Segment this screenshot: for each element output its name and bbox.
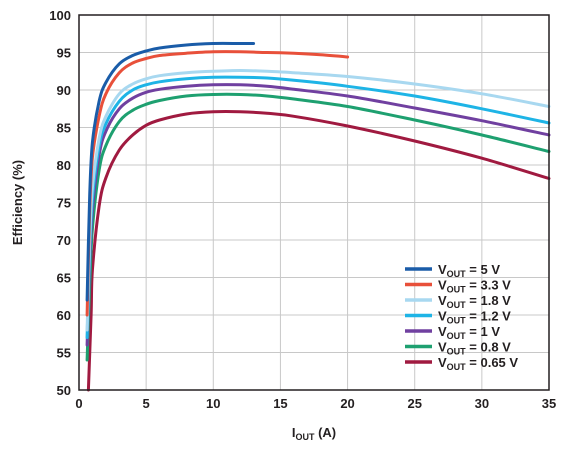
- series-line-5: [85, 92, 551, 362]
- legend-label: VOUT = 3.3 V: [438, 278, 511, 295]
- grid: [78, 14, 550, 391]
- x-tick-label: 10: [206, 396, 220, 411]
- x-axis-title-sub: OUT: [295, 432, 315, 442]
- legend-item: VOUT = 0.65 V: [405, 355, 518, 372]
- y-tick-label: 50: [57, 383, 71, 398]
- legend-item: VOUT = 5 V: [405, 262, 500, 279]
- series-line-0: [85, 41, 256, 302]
- series-line-2: [85, 69, 551, 332]
- y-tick-label: 80: [57, 158, 71, 173]
- y-axis-title: Efficiency (%): [10, 160, 25, 245]
- y-tick-label: 55: [57, 346, 71, 361]
- y-tick-label: 85: [57, 121, 71, 136]
- y-tick-label: 60: [57, 308, 71, 323]
- y-tick-label: 70: [57, 233, 71, 248]
- legend-label: VOUT = 1 V: [438, 324, 500, 341]
- legend-item: VOUT = 0.8 V: [405, 340, 511, 357]
- plot-frame: [78, 14, 550, 391]
- legend-item: VOUT = 3.3 V: [405, 278, 511, 295]
- series-line-1: [85, 50, 350, 317]
- legend-label: VOUT = 5 V: [438, 262, 500, 279]
- x-axis-title-main: I: [292, 425, 296, 440]
- series-layer: [85, 41, 551, 392]
- y-tick-label: 100: [49, 8, 71, 23]
- x-tick-label: 35: [542, 396, 556, 411]
- legend-label: VOUT = 0.8 V: [438, 340, 511, 357]
- x-axis-title: IOUT (A): [292, 425, 336, 442]
- legend-label: VOUT = 1.8 V: [438, 293, 511, 310]
- x-tick-label: 20: [340, 396, 354, 411]
- legend-label: VOUT = 0.65 V: [438, 355, 518, 372]
- y-tick-label: 75: [57, 196, 71, 211]
- x-tick-label: 15: [273, 396, 287, 411]
- legend-item: VOUT = 1.2 V: [405, 309, 511, 326]
- series-line-6: [86, 110, 551, 392]
- x-tick-label: 0: [75, 396, 82, 411]
- y-tick-label: 90: [57, 83, 71, 98]
- x-tick-label: 25: [407, 396, 421, 411]
- legend-item: VOUT = 1 V: [405, 324, 500, 341]
- y-tick-label: 65: [57, 271, 71, 286]
- x-tick-label: 5: [143, 396, 150, 411]
- legend-item: VOUT = 1.8 V: [405, 293, 511, 310]
- y-tick-label: 95: [57, 46, 71, 61]
- x-tick-labels: 0 5 10 15 20 25 30 35: [75, 396, 556, 411]
- x-axis-title-suffix: (A): [314, 425, 336, 440]
- y-tick-labels: 50 55 60 65 70 75 80 85 90 95 100: [49, 8, 71, 398]
- x-tick-label: 30: [475, 396, 489, 411]
- legend-label: VOUT = 1.2 V: [438, 309, 511, 326]
